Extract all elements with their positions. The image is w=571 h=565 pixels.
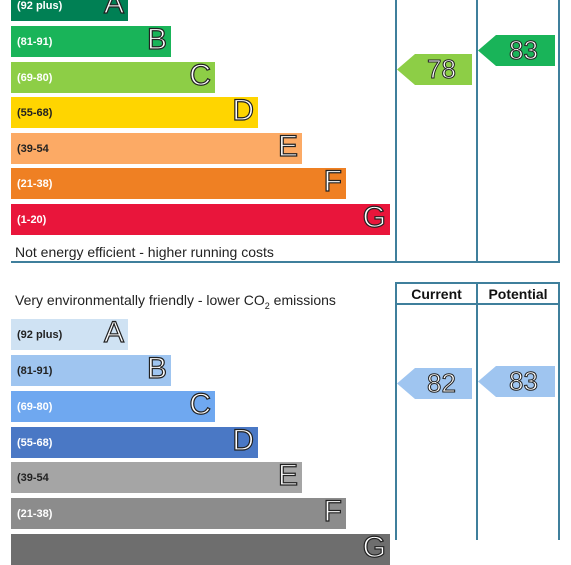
energy-col-divider-left	[395, 0, 397, 262]
environment-band-letter: E	[277, 458, 298, 492]
environment-col-divider-left	[395, 282, 397, 540]
environment-band-letter: D	[232, 423, 255, 457]
energy-current-rating-arrow: 78	[397, 54, 472, 85]
energy-band-letter: D	[232, 93, 255, 127]
environment-band-c: (69-80) C	[11, 387, 215, 422]
environment-band-g: G	[11, 530, 390, 565]
energy-band-g: (1-20) G	[11, 200, 390, 235]
environment-band-range: (69-80)	[17, 400, 53, 413]
energy-col-divider-mid	[476, 0, 478, 262]
environment-band-letter: C	[189, 387, 212, 421]
environment-band-f: (21-38) F	[11, 494, 346, 529]
energy-band-d: (55-68) D	[11, 93, 258, 128]
energy-col-divider-right	[558, 0, 560, 262]
environment-band-range: (21-38)	[17, 507, 53, 520]
environment-band-d: (55-68) D	[11, 423, 258, 458]
energy-band-letter: G	[362, 200, 387, 234]
energy-current-value: 78	[427, 54, 457, 85]
environment-band-letter: B	[146, 351, 167, 385]
energy-band-f: (21-38) F	[11, 164, 346, 199]
energy-band-range: (39-54	[17, 142, 49, 155]
energy-band-range: (92 plus)	[17, 0, 63, 12]
energy-band-letter: F	[323, 164, 343, 198]
energy-bottom-border	[11, 261, 560, 263]
energy-band-letter: C	[189, 58, 212, 92]
environment-band-letter: G	[362, 530, 387, 564]
environment-potential-value: 83	[509, 366, 539, 397]
energy-band-range: (81-91)	[17, 35, 53, 48]
column-header-potential: Potential	[488, 286, 548, 302]
environment-band-e: (39-54 E	[11, 458, 302, 493]
energy-band-b: (81-91) B	[11, 22, 171, 57]
environment-header-text: Very environmentally friendly - lower CO…	[15, 292, 336, 311]
energy-band-c: (69-80) C	[11, 58, 215, 93]
energy-footer-text: Not energy efficient - higher running co…	[15, 244, 274, 260]
environment-band-letter: F	[323, 494, 343, 528]
column-header-current: Current	[411, 286, 462, 302]
environment-band-letter: A	[103, 315, 124, 349]
energy-band-range: (21-38)	[17, 177, 53, 190]
energy-potential-rating-arrow: 83	[478, 35, 555, 66]
energy-band-range: (69-80)	[17, 71, 53, 84]
energy-band-e: (39-54 E	[11, 129, 302, 164]
environment-band-range: (92 plus)	[17, 328, 63, 341]
environment-col-divider-right	[558, 282, 560, 540]
environment-potential-rating-arrow: 83	[478, 366, 555, 397]
environment-current-rating-arrow: 82	[397, 368, 472, 399]
energy-band-letter: E	[277, 129, 298, 163]
environment-current-value: 82	[427, 368, 457, 399]
environment-col-divider-mid	[476, 282, 478, 540]
energy-band-a: (92 plus) A	[11, 0, 128, 21]
environment-band-range: (55-68)	[17, 436, 53, 449]
environment-band-a: (92 plus) A	[11, 315, 128, 350]
environment-band-range: (39-54	[17, 471, 49, 484]
energy-band-range: (1-20)	[17, 213, 47, 226]
energy-band-letter: A	[103, 0, 124, 21]
environment-band-b: (81-91) B	[11, 351, 171, 386]
energy-band-letter: B	[146, 22, 167, 56]
energy-potential-value: 83	[509, 35, 539, 66]
environment-band-range: (81-91)	[17, 364, 53, 377]
energy-band-range: (55-68)	[17, 106, 53, 119]
